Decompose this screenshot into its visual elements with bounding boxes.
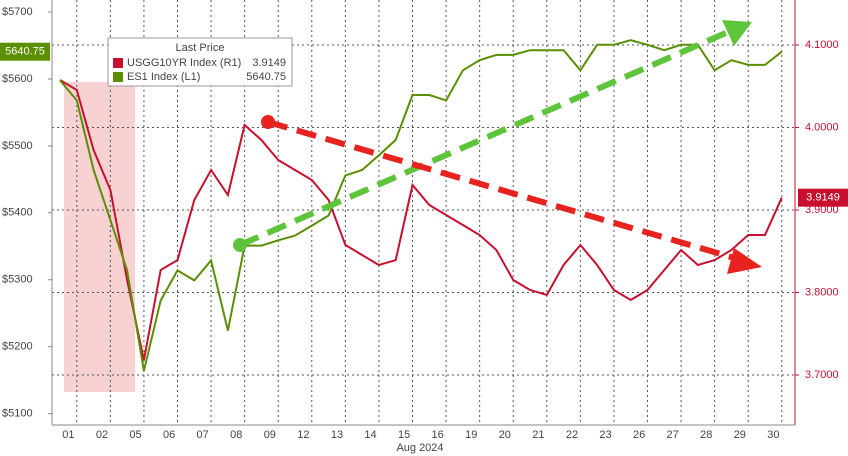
x-tick-label: 05 xyxy=(129,429,141,441)
legend-value: 3.9149 xyxy=(252,57,286,69)
legend-label: ES1 Index (L1) xyxy=(127,71,200,83)
x-tick-label: 28 xyxy=(700,429,712,441)
x-axis-label: Aug 2024 xyxy=(396,442,443,454)
y2-tick-label: 4.1000 xyxy=(805,39,839,51)
x-tick-label: 02 xyxy=(96,429,108,441)
y-tick-label: $5500 xyxy=(2,140,33,152)
x-tick-label: 09 xyxy=(264,429,276,441)
legend: Last Price xyxy=(107,37,293,87)
last-value-tag-label: 5640.75 xyxy=(5,46,45,58)
x-tick-label: 12 xyxy=(297,429,309,441)
x-tick-label: 20 xyxy=(499,429,511,441)
y-tick-label: $5200 xyxy=(2,341,33,353)
x-tick-label: 01 xyxy=(62,429,74,441)
last-value-tag-label: 3.9149 xyxy=(806,192,840,204)
y-tick-label: $5400 xyxy=(2,207,33,219)
x-tick-label: 06 xyxy=(163,429,175,441)
x-tick-label: 26 xyxy=(633,429,645,441)
x-tick-label: 30 xyxy=(767,429,779,441)
last-value-tag xyxy=(0,42,50,61)
y2-tick-label: 3.8000 xyxy=(805,286,839,298)
y-tick-label: $5300 xyxy=(2,274,33,286)
line xyxy=(59,39,783,372)
legend-swatch xyxy=(113,58,123,68)
y2-tick-label: 3.7000 xyxy=(805,369,839,381)
x-tick-label: 13 xyxy=(331,429,343,441)
last-value-tag xyxy=(798,188,848,207)
red-arrow xyxy=(261,115,762,274)
line xyxy=(59,79,783,361)
legend-title: Last Price xyxy=(176,42,225,54)
y2-tick-label: 3.9000 xyxy=(805,204,839,216)
y2-tick-label: 4.0000 xyxy=(805,121,839,133)
legend-value: 5640.75 xyxy=(246,71,286,83)
green-arrow xyxy=(233,20,752,252)
x-tick-label: 08 xyxy=(230,429,242,441)
x-tick-label: 21 xyxy=(532,429,544,441)
x-tick-label: 27 xyxy=(667,429,679,441)
x-tick-label: 22 xyxy=(566,429,578,441)
x-tick-label: 14 xyxy=(364,429,376,441)
x-tick-label: 15 xyxy=(398,429,410,441)
legend-label: USGG10YR Index (R1) xyxy=(127,57,241,69)
x-tick-label: 19 xyxy=(465,429,477,441)
x-tick-label: 23 xyxy=(599,429,611,441)
x-tick-label: 16 xyxy=(432,429,444,441)
highlight-region xyxy=(64,82,135,392)
y-tick-label: $5600 xyxy=(2,73,33,85)
x-tick-label: 07 xyxy=(197,429,209,441)
legend-swatch xyxy=(113,72,123,82)
y-tick-label: $5700 xyxy=(2,6,33,18)
y-tick-label: $5100 xyxy=(2,408,33,420)
x-tick-label: 29 xyxy=(734,429,746,441)
